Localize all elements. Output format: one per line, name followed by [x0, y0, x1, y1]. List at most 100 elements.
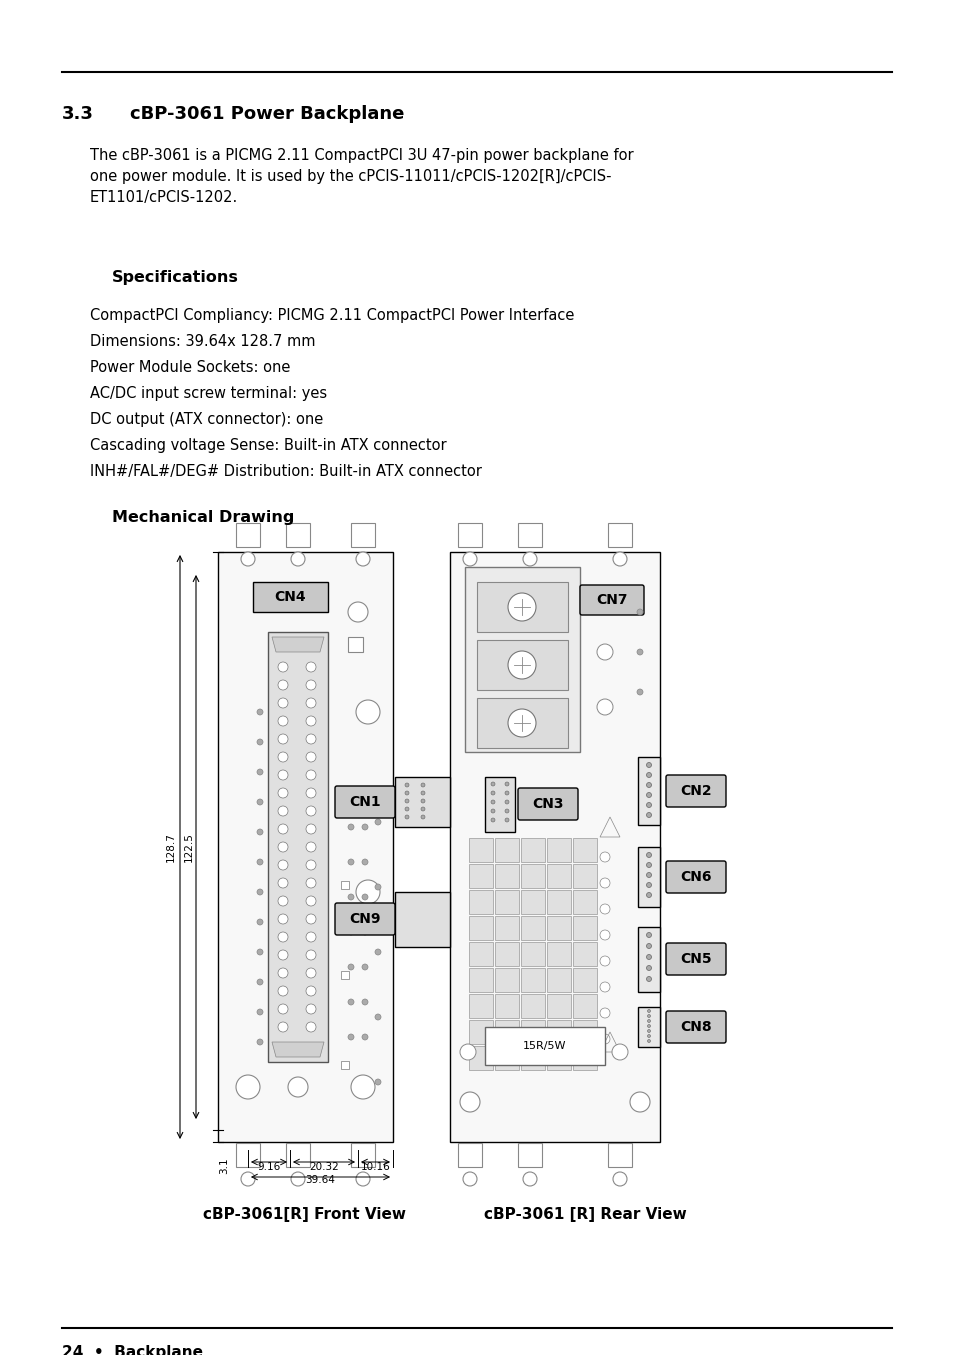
Text: 122.5: 122.5 — [184, 832, 193, 862]
Text: one power module. It is used by the cPCIS-11011/cPCIS-1202[R]/cPCIS-: one power module. It is used by the cPCI… — [90, 169, 611, 184]
Circle shape — [306, 841, 315, 852]
Circle shape — [306, 915, 315, 924]
Circle shape — [241, 1172, 254, 1186]
Circle shape — [599, 904, 609, 915]
Circle shape — [348, 602, 368, 622]
Bar — [546, 942, 571, 966]
Circle shape — [612, 1043, 627, 1060]
Circle shape — [599, 957, 609, 966]
Bar — [573, 1020, 597, 1043]
Circle shape — [306, 1004, 315, 1014]
Bar — [520, 837, 544, 862]
Bar — [469, 864, 493, 888]
Circle shape — [491, 782, 495, 786]
Circle shape — [277, 950, 288, 959]
Circle shape — [306, 698, 315, 709]
FancyBboxPatch shape — [665, 860, 725, 893]
Circle shape — [256, 770, 263, 775]
Bar — [495, 837, 518, 862]
Circle shape — [306, 734, 315, 744]
Circle shape — [375, 818, 380, 825]
Bar — [469, 942, 493, 966]
Circle shape — [355, 790, 379, 814]
Bar — [235, 1144, 260, 1167]
Circle shape — [522, 551, 537, 566]
Bar — [520, 967, 544, 992]
Bar — [476, 698, 567, 748]
Circle shape — [646, 852, 651, 858]
Circle shape — [306, 770, 315, 780]
Text: 9.16: 9.16 — [257, 1163, 280, 1172]
Bar — [395, 776, 450, 827]
Circle shape — [597, 699, 613, 715]
Bar — [340, 972, 349, 980]
Circle shape — [361, 859, 368, 864]
Circle shape — [277, 915, 288, 924]
Polygon shape — [272, 637, 324, 652]
Circle shape — [361, 894, 368, 900]
Circle shape — [599, 1008, 609, 1018]
Circle shape — [375, 883, 380, 890]
Circle shape — [277, 878, 288, 888]
Bar — [573, 942, 597, 966]
Circle shape — [646, 977, 651, 981]
Circle shape — [277, 715, 288, 726]
Circle shape — [355, 551, 370, 566]
Circle shape — [277, 663, 288, 672]
Circle shape — [599, 1034, 609, 1043]
Text: CN8: CN8 — [679, 1020, 711, 1034]
Bar — [340, 1061, 349, 1069]
Circle shape — [599, 852, 609, 862]
Circle shape — [459, 1043, 476, 1060]
Circle shape — [277, 967, 288, 978]
Bar — [495, 890, 518, 915]
Circle shape — [459, 1092, 479, 1112]
Circle shape — [277, 841, 288, 852]
Text: CN1: CN1 — [349, 795, 380, 809]
Circle shape — [613, 1172, 626, 1186]
FancyBboxPatch shape — [665, 775, 725, 808]
Circle shape — [647, 1015, 650, 1018]
Circle shape — [504, 818, 509, 822]
Circle shape — [277, 986, 288, 996]
Circle shape — [504, 809, 509, 813]
Bar — [573, 995, 597, 1018]
Circle shape — [405, 783, 409, 787]
Circle shape — [256, 859, 263, 864]
Text: Specifications: Specifications — [112, 270, 238, 285]
Circle shape — [597, 644, 613, 660]
Bar — [495, 916, 518, 940]
Text: Cascading voltage Sense: Built-in ATX connector: Cascading voltage Sense: Built-in ATX co… — [90, 438, 446, 453]
Bar — [520, 916, 544, 940]
Circle shape — [629, 1092, 649, 1112]
Bar — [573, 837, 597, 862]
Circle shape — [361, 789, 368, 795]
Bar — [253, 583, 328, 612]
Circle shape — [291, 551, 305, 566]
Circle shape — [277, 680, 288, 690]
Text: Mechanical Drawing: Mechanical Drawing — [112, 509, 294, 524]
Circle shape — [647, 1030, 650, 1033]
Bar — [517, 523, 541, 547]
Circle shape — [599, 930, 609, 940]
Bar — [573, 916, 597, 940]
Bar — [638, 927, 659, 992]
Text: 39.64: 39.64 — [305, 1175, 335, 1186]
Circle shape — [288, 1077, 308, 1098]
Circle shape — [306, 967, 315, 978]
Text: CN6: CN6 — [679, 870, 711, 883]
Circle shape — [507, 709, 536, 737]
Circle shape — [504, 799, 509, 804]
Circle shape — [462, 1172, 476, 1186]
Text: 128.7: 128.7 — [166, 832, 175, 862]
Bar — [607, 1144, 631, 1167]
Bar — [469, 837, 493, 862]
Circle shape — [491, 818, 495, 822]
Bar — [495, 864, 518, 888]
Circle shape — [491, 799, 495, 804]
Circle shape — [637, 688, 642, 695]
Circle shape — [355, 701, 379, 724]
Circle shape — [348, 1034, 354, 1041]
Circle shape — [306, 878, 315, 888]
Text: cBP-3061[R] Front View: cBP-3061[R] Front View — [203, 1207, 406, 1222]
